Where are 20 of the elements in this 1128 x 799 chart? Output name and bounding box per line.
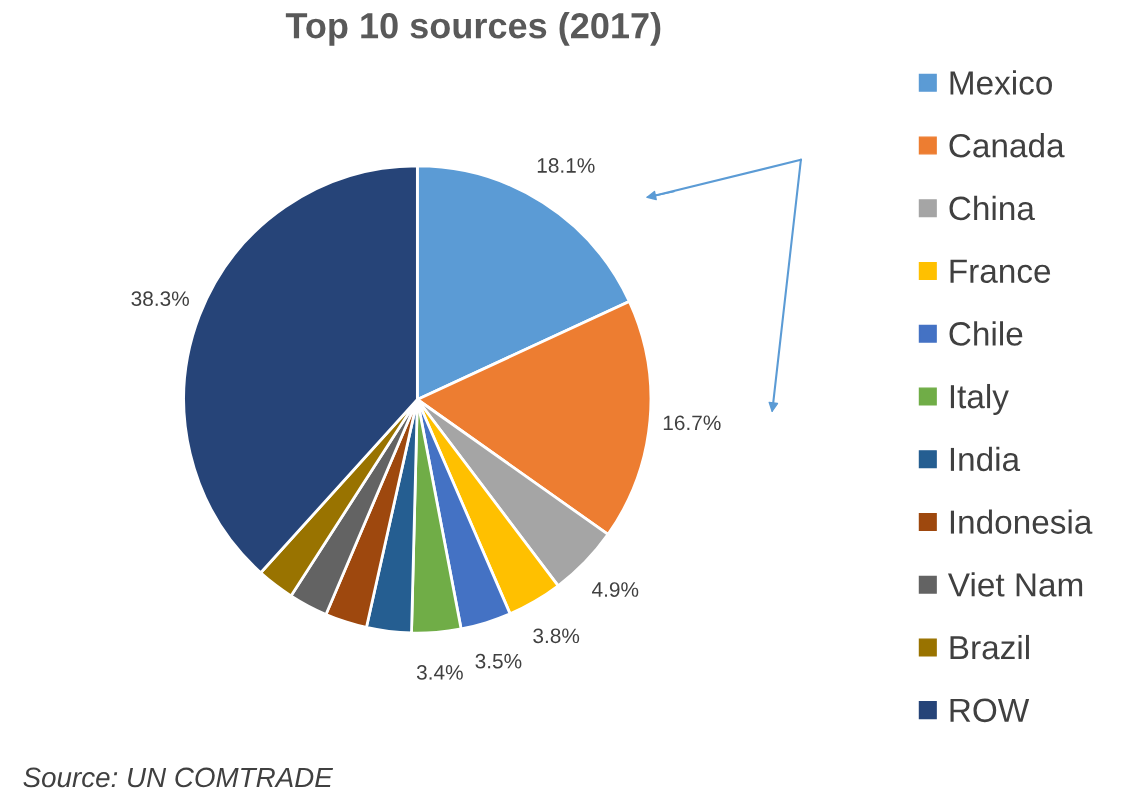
legend-label: India [950, 446, 1021, 472]
data-label: 4.9% [592, 582, 639, 597]
legend-label: China [949, 195, 1035, 221]
data-label: 18.1% [537, 158, 595, 173]
data-label: 3.5% [475, 653, 522, 669]
data-label: 3.8% [533, 628, 580, 644]
legend-label: Chile [949, 321, 1023, 346]
data-label: 38.3% [131, 291, 189, 307]
legend-label: Mexico [950, 70, 1052, 95]
legend-label: ROW [950, 698, 1030, 723]
legend-label: Canada [949, 133, 1065, 158]
legend-label: Brazil [950, 634, 1029, 660]
source-note: Source: UN COMTRADE [23, 767, 334, 788]
legend-label: France [950, 259, 1051, 283]
legend-label: Indonesia [950, 509, 1093, 534]
data-label: 3.4% [416, 665, 463, 680]
data-label: 16.7% [663, 415, 721, 431]
legend-label: Viet Nam [947, 572, 1083, 597]
legend-label: Italy [950, 383, 1009, 416]
chart-title: Top 10 sources (2017) [285, 11, 661, 46]
